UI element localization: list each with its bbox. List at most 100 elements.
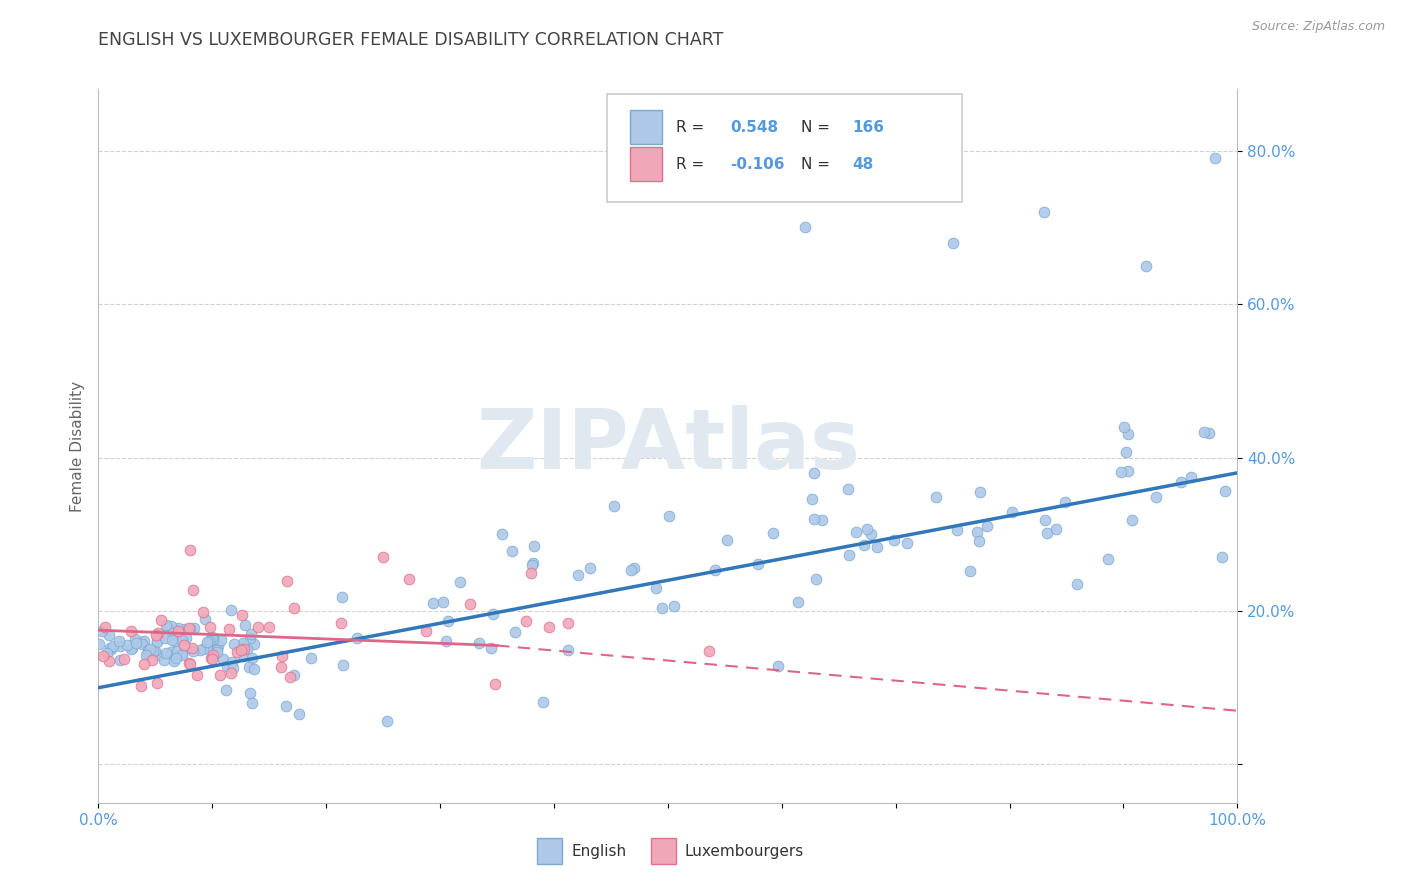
- Point: [432, 595, 454, 609]
- Point: [942, 235, 965, 250]
- Point: [162, 632, 184, 647]
- Point: [163, 654, 186, 668]
- Point: [167, 621, 190, 635]
- Text: English: English: [571, 844, 626, 859]
- Point: [1192, 425, 1215, 439]
- Point: [108, 640, 131, 654]
- Point: [120, 624, 142, 639]
- Point: [202, 641, 225, 656]
- Point: [883, 533, 905, 547]
- Point: [346, 632, 368, 646]
- Point: [501, 544, 523, 558]
- Point: [515, 614, 537, 628]
- Point: [232, 642, 254, 657]
- Point: [766, 658, 789, 673]
- Point: [201, 648, 224, 663]
- Point: [108, 634, 131, 648]
- Point: [222, 638, 245, 652]
- Point: [271, 649, 294, 664]
- Point: [1066, 577, 1088, 591]
- Point: [139, 641, 162, 656]
- Point: [522, 558, 544, 572]
- Point: [329, 616, 352, 631]
- Point: [866, 540, 889, 554]
- Point: [215, 659, 238, 673]
- Point: [1032, 205, 1054, 219]
- Point: [450, 574, 472, 589]
- Point: [96, 646, 118, 660]
- Point: [1144, 490, 1167, 504]
- Point: [170, 632, 193, 647]
- Text: Luxembourgers: Luxembourgers: [685, 844, 804, 859]
- Point: [129, 634, 152, 648]
- Point: [112, 652, 135, 666]
- Point: [239, 631, 262, 645]
- Point: [155, 646, 177, 660]
- Point: [853, 538, 876, 552]
- Point: [229, 643, 252, 657]
- Point: [179, 657, 201, 671]
- Point: [205, 643, 228, 657]
- Point: [1001, 506, 1024, 520]
- FancyBboxPatch shape: [630, 110, 662, 145]
- Point: [1180, 470, 1202, 484]
- Point: [793, 220, 815, 235]
- Point: [138, 645, 160, 659]
- Text: ZIPAtlas: ZIPAtlas: [475, 406, 860, 486]
- Point: [98, 654, 121, 668]
- Point: [896, 536, 918, 550]
- Point: [967, 534, 990, 549]
- Text: Source: ZipAtlas.com: Source: ZipAtlas.com: [1251, 20, 1385, 33]
- Point: [232, 639, 254, 653]
- Text: N =: N =: [801, 120, 835, 135]
- Point: [803, 512, 825, 526]
- Text: 166: 166: [852, 120, 884, 135]
- Point: [1115, 445, 1137, 459]
- FancyBboxPatch shape: [630, 147, 662, 181]
- Point: [460, 598, 482, 612]
- Point: [283, 667, 305, 681]
- Point: [247, 619, 270, 633]
- Point: [811, 513, 834, 527]
- Point: [276, 574, 298, 588]
- Point: [219, 603, 242, 617]
- Point: [1045, 522, 1067, 536]
- Point: [232, 649, 254, 664]
- Point: [200, 651, 222, 665]
- Point: [1036, 525, 1059, 540]
- Point: [288, 707, 311, 722]
- Point: [91, 624, 114, 638]
- Point: [159, 618, 181, 632]
- Point: [153, 631, 176, 645]
- Point: [232, 636, 254, 650]
- Point: [484, 676, 506, 690]
- Point: [651, 600, 673, 615]
- Point: [1211, 550, 1233, 565]
- Point: [195, 640, 218, 655]
- Point: [131, 637, 153, 651]
- Point: [100, 642, 122, 657]
- Point: [110, 653, 132, 667]
- Point: [145, 634, 167, 648]
- Point: [163, 634, 186, 648]
- Point: [209, 632, 232, 647]
- Point: [142, 644, 165, 658]
- Point: [468, 636, 491, 650]
- Point: [136, 647, 159, 661]
- Point: [299, 651, 322, 665]
- Point: [1035, 513, 1057, 527]
- Point: [125, 636, 148, 650]
- Point: [946, 523, 969, 537]
- Point: [787, 594, 810, 608]
- Point: [200, 630, 222, 644]
- Point: [436, 614, 458, 628]
- Point: [120, 642, 142, 657]
- Point: [194, 612, 217, 626]
- Point: [221, 665, 243, 680]
- Point: [243, 637, 266, 651]
- Point: [115, 638, 138, 652]
- Point: [800, 492, 823, 507]
- Point: [121, 640, 143, 655]
- Point: [238, 659, 260, 673]
- Point: [1116, 464, 1139, 478]
